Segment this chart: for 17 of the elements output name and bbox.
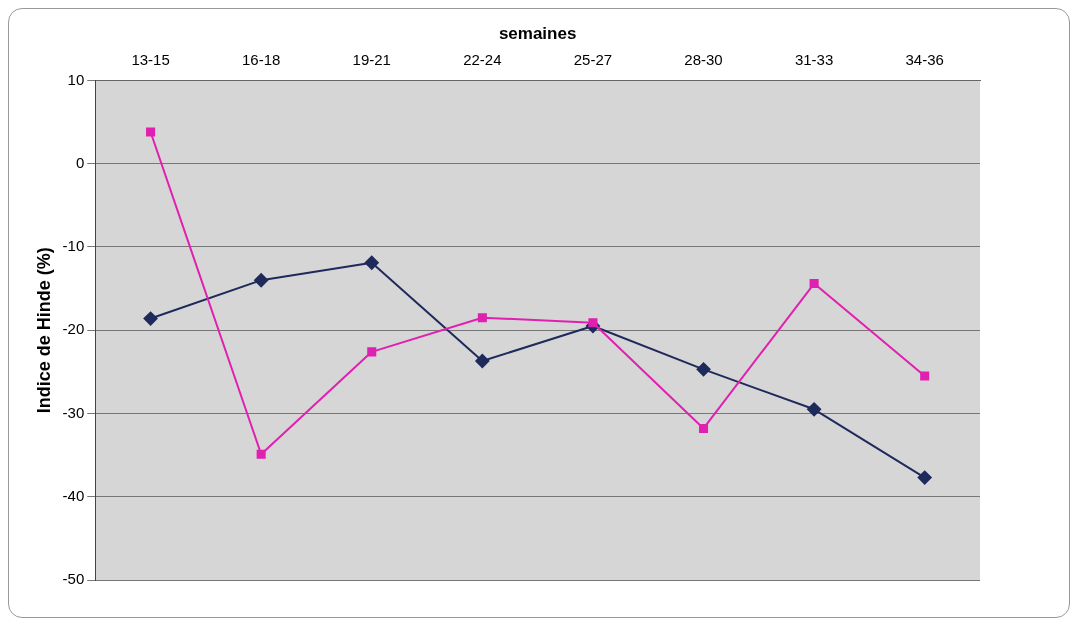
x-tick-label: 22-24	[463, 50, 502, 68]
x-tick-label: 28-30	[684, 50, 723, 68]
y-tick-label: -20	[62, 320, 85, 338]
y-tick-label: -40	[62, 486, 85, 504]
x-tick-label: 13-15	[131, 50, 170, 68]
y-tick-label: -50	[62, 570, 85, 588]
y-tick-label: -30	[62, 403, 85, 421]
x-tick-label: 19-21	[352, 50, 391, 68]
y-tick-label: -10	[62, 237, 85, 255]
x-tick-label: 34-36	[905, 50, 944, 68]
x-tick-label: 25-27	[573, 50, 613, 68]
x-tick-label: 31-33	[794, 50, 834, 68]
y-axis-title: Indice de Hinde (%)	[33, 247, 54, 414]
x-tick-label: 16-18	[241, 50, 281, 68]
y-tick-label: 0	[75, 153, 85, 171]
y-tick-label: 10	[67, 70, 85, 88]
x-axis-title: semaines	[498, 23, 577, 43]
